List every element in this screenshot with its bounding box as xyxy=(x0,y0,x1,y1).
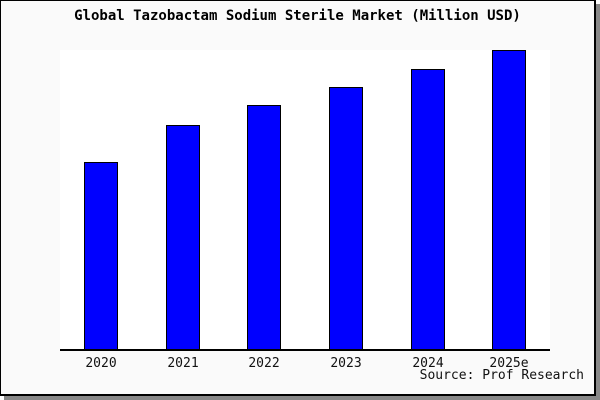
bar-2023 xyxy=(329,87,363,349)
x-tick-label-2024: 2024 xyxy=(412,356,444,371)
source-note: Source: Prof Research xyxy=(419,368,584,383)
chart-title: Global Tazobactam Sodium Sterile Market … xyxy=(74,8,521,24)
x-tick-label-2021: 2021 xyxy=(167,356,199,371)
x-tick-label-2025e: 2025e xyxy=(489,356,529,371)
x-tick-label-2022: 2022 xyxy=(248,356,280,371)
bar-2025e xyxy=(492,50,526,349)
x-tick-label-2020: 2020 xyxy=(85,356,117,371)
x-tick-label-2023: 2023 xyxy=(330,356,362,371)
plot-area xyxy=(60,50,550,351)
bar-2024 xyxy=(411,69,445,349)
bar-2020 xyxy=(84,162,118,349)
bar-2022 xyxy=(247,105,281,349)
bar-2021 xyxy=(166,125,200,349)
